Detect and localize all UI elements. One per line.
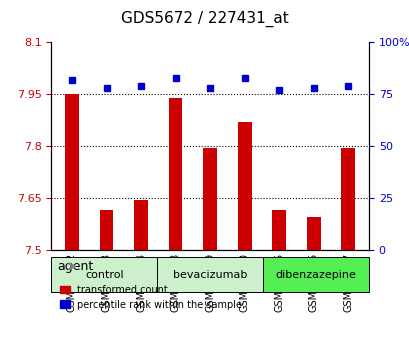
FancyBboxPatch shape [51,257,157,292]
FancyBboxPatch shape [157,257,263,292]
Bar [168,98,182,250]
Bar [237,122,251,250]
Bar [99,210,113,250]
Text: GDS5672 / 227431_at: GDS5672 / 227431_at [121,11,288,27]
Text: dibenzazepine: dibenzazepine [275,270,355,280]
Bar [341,148,354,250]
Text: agent: agent [57,260,94,273]
Text: bevacizumab: bevacizumab [173,270,247,280]
Bar [272,210,285,250]
Legend: transformed count, percentile rank within the sample: transformed count, percentile rank withi… [56,281,246,313]
Bar [134,200,148,250]
Bar [65,95,79,250]
Text: control: control [85,270,123,280]
FancyBboxPatch shape [263,257,368,292]
Bar [306,217,320,250]
Bar [203,148,216,250]
